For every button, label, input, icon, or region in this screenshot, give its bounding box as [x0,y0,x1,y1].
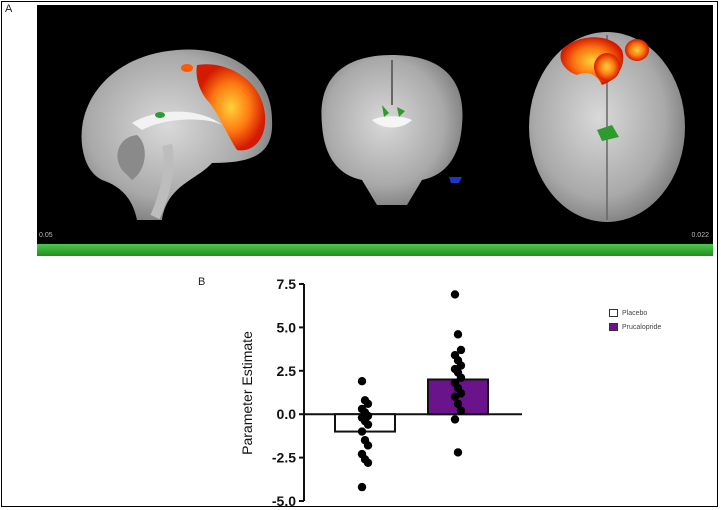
axial-slice [529,32,685,222]
colorbar [37,244,713,256]
brain-slices [81,32,685,222]
data-point [453,330,463,339]
data-point [456,373,466,382]
data-point [450,290,460,299]
y-tick-label: 2.5 [277,363,297,379]
data-point [363,458,373,468]
y-tick-label: -5.0 [272,493,296,509]
y-tick-label: -2.5 [272,450,296,466]
activation-cluster [560,37,649,85]
data-point [357,427,367,436]
y-axis-label: Parameter Estimate [239,331,255,455]
activation-cluster [181,64,266,151]
panel-a-label: A [5,3,13,15]
legend-item-placebo: Placebo [609,306,661,320]
y-ticks: 7.5 5.0 2.5 0.0 -2.5 -5.0 [272,276,304,509]
legend-swatch-placebo [609,309,618,317]
legend-item-prucalopride: Prucalopride [609,320,661,334]
brain-images-panel: 0.05 0.022 [37,5,713,248]
y-axis [303,284,522,501]
data-point [456,406,466,415]
chart-legend: Placebo Prucalopride [609,306,661,334]
colorbar-max-label: 0.022 [691,232,709,239]
legend-swatch-prucalopride [609,323,618,331]
data-point [450,392,460,402]
coronal-slice [321,55,463,205]
data-point [450,415,460,424]
y-tick-label: 7.5 [277,276,297,292]
data-point [456,345,466,355]
data-point [363,441,373,450]
panel-b-label: B [198,276,206,288]
legend-label-placebo: Placebo [622,309,648,317]
y-tick-label: 0.0 [277,406,297,422]
sagittal-slice [81,49,273,221]
bars [334,378,489,433]
data-points [357,290,466,492]
y-tick-label: 5.0 [277,319,297,335]
colorbar-min-label: 0.05 [39,232,53,239]
data-point [453,399,463,408]
data-point [453,448,463,457]
legend-label-prucalopride: Prucalopride [622,323,662,331]
data-point [363,420,373,429]
data-point [357,482,367,492]
data-point [357,377,367,386]
data-point [363,399,373,408]
